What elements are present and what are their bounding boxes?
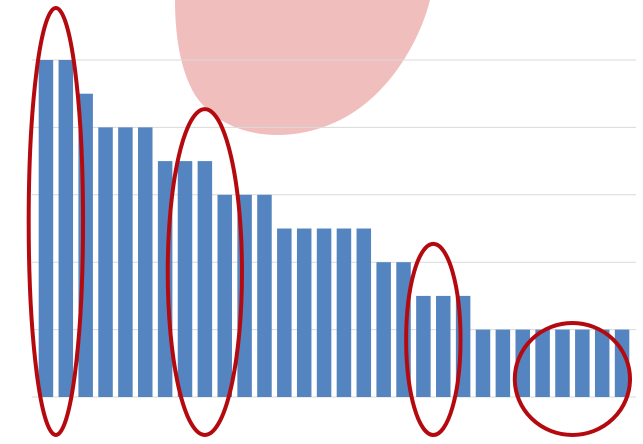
bar: [58, 60, 74, 397]
bar: [594, 329, 610, 397]
bar: [138, 127, 153, 398]
bar: [316, 228, 332, 397]
bar: [436, 295, 451, 397]
bar: [376, 262, 391, 397]
bar: [177, 161, 193, 397]
bar: [356, 228, 372, 397]
bar: [495, 329, 511, 397]
bar: [118, 127, 133, 398]
watermark-shape: [175, 0, 430, 135]
bar: [535, 329, 550, 397]
bar: [257, 194, 272, 397]
bar: [575, 329, 590, 397]
bar: [475, 329, 491, 397]
bar: [197, 161, 213, 397]
highlight-ellipse-1: [26, 6, 86, 437]
bar: [416, 295, 431, 397]
bar: [336, 228, 352, 397]
bars: [38, 60, 630, 398]
bar: [98, 127, 113, 398]
highlight-ellipse-4: [512, 321, 633, 437]
highlight-ellipses: [26, 6, 633, 438]
bar: [277, 228, 292, 397]
bar: [217, 194, 232, 397]
gridlines: [32, 59, 636, 398]
bar: [38, 60, 54, 397]
highlight-ellipse-2: [165, 107, 244, 437]
bar: [555, 329, 570, 397]
highlight-ellipse-3: [404, 241, 463, 438]
bar: [296, 228, 312, 397]
